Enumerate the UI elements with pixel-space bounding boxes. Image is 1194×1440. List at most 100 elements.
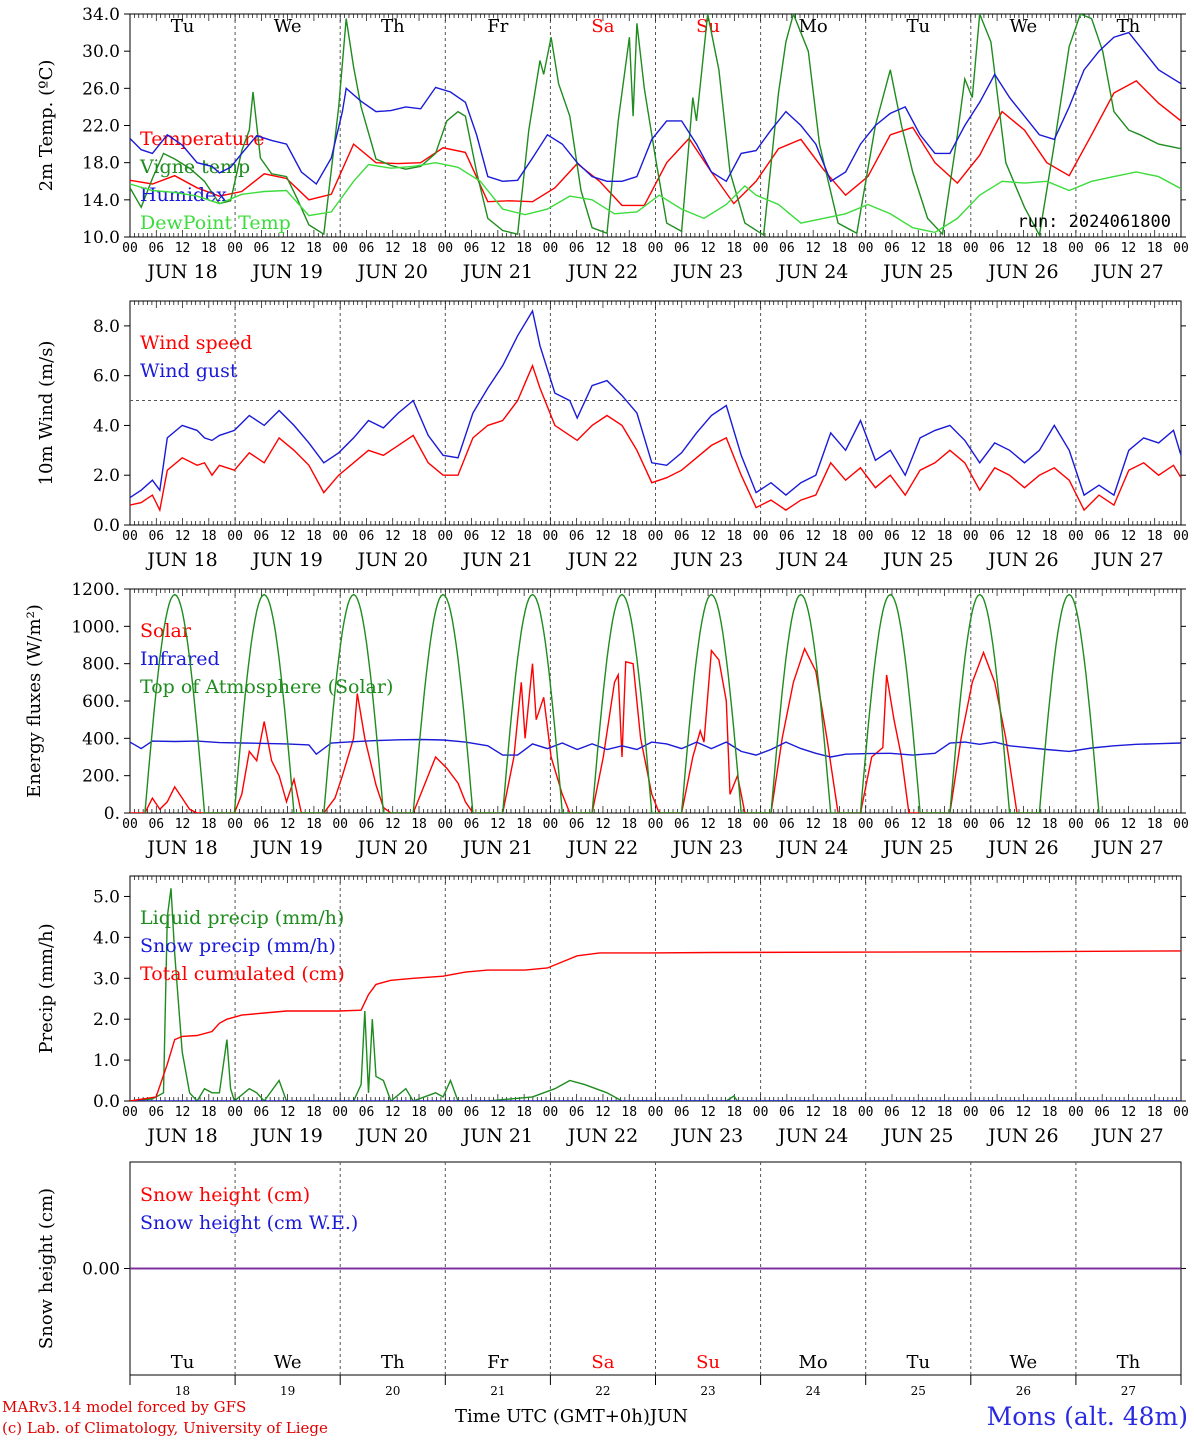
x-hour-label: 06	[148, 241, 164, 256]
x-hour-label: 00	[753, 241, 769, 256]
x-hour-label: 18	[621, 241, 637, 256]
y-tick-label: 26.0	[82, 79, 120, 99]
y-tick-label: 0.	[104, 804, 120, 824]
x-hour-label: 12	[910, 817, 926, 832]
x-hour-label: 00	[543, 241, 559, 256]
x-day-label: JUN 23	[671, 837, 743, 859]
x-hour-label: 12	[1016, 241, 1032, 256]
x-hour-label: 18	[937, 529, 953, 544]
x-hour-label: 12	[1016, 529, 1032, 544]
x-hour-label: 00	[1068, 241, 1084, 256]
y-tick-label: 4.0	[93, 416, 120, 436]
x-hour-label: 06	[254, 529, 270, 544]
x-day-label: JUN 22	[566, 261, 638, 283]
x-hour-label: 12	[1121, 817, 1137, 832]
panel-5: 0.00 Tu 18 We 19 Th 20 Fr 21 Sa 22 Su 23 Mo 24 Tu 25 We 26…	[36, 1161, 1186, 1398]
x-day-label: JUN 20	[356, 837, 428, 859]
x-day-label: JUN 19	[250, 261, 322, 283]
x-hour-label: 00	[963, 241, 979, 256]
x-hour-label: 18	[1147, 817, 1163, 832]
x-hour-label: 00	[753, 817, 769, 832]
panel-3: 0. 200. 400. 600. 800. 1000. 1200. 00 06 12 18 00 06…	[24, 580, 1189, 859]
x-hour-label: 12	[805, 529, 821, 544]
x-hour-label: 18	[201, 1105, 217, 1120]
x-hour-label: 06	[359, 817, 375, 832]
x-hour-label: 18	[306, 1105, 322, 1120]
y-tick-label: 34.0	[82, 5, 120, 25]
x-hour-label: 12	[280, 817, 296, 832]
y-tick-label: 5.0	[93, 887, 120, 907]
x-hour-label: 18	[1042, 529, 1058, 544]
x-day-label: JUN 19	[250, 1125, 322, 1147]
x-hour-label: 06	[254, 241, 270, 256]
x-hour-label: 18	[621, 817, 637, 832]
x-day-label: JUN 27	[1091, 1125, 1163, 1147]
legend-entry: Top of Atmosphere (Solar)	[140, 676, 393, 698]
x-hour-label: 18	[306, 241, 322, 256]
weekday-label: Tu	[171, 1352, 195, 1373]
y-tick-label: 8.0	[93, 317, 120, 337]
day-number-label: 25	[911, 1384, 926, 1398]
legend-entry: Solar	[140, 620, 192, 642]
x-hour-label: 00	[332, 529, 348, 544]
x-hour-label: 00	[1173, 241, 1189, 256]
x-hour-label: 12	[490, 1105, 506, 1120]
x-hour-label: 12	[595, 241, 611, 256]
x-hour-label: 12	[595, 529, 611, 544]
x-hour-label: 06	[464, 817, 480, 832]
x-hour-label: 18	[621, 529, 637, 544]
day-number-label: 21	[490, 1384, 505, 1398]
x-hour-label: 12	[385, 817, 401, 832]
x-hour-label: 18	[516, 1105, 532, 1120]
x-hour-label: 00	[648, 1105, 664, 1120]
series-line-liquid-precip-mm-h-	[130, 888, 1181, 1101]
series-line-solar	[130, 646, 1040, 813]
x-hour-label: 18	[726, 241, 742, 256]
x-hour-label: 06	[464, 241, 480, 256]
x-hour-label: 06	[569, 529, 585, 544]
x-hour-label: 18	[306, 529, 322, 544]
x-hour-label: 06	[674, 1105, 690, 1120]
x-hour-label: 00	[543, 529, 559, 544]
x-hour-label: 06	[989, 1105, 1005, 1120]
weekday-label: Sa	[591, 1352, 614, 1373]
x-hour-label: 00	[543, 817, 559, 832]
day-number-label: 24	[806, 1384, 822, 1398]
x-hour-label: 00	[648, 529, 664, 544]
x-hour-label: 12	[385, 1105, 401, 1120]
x-hour-label: 00	[332, 241, 348, 256]
weekday-label: We	[274, 16, 302, 37]
x-hour-label: 12	[280, 529, 296, 544]
x-hour-label: 12	[595, 817, 611, 832]
x-hour-label: 18	[832, 529, 848, 544]
time-axis-label: Time UTC (GMT+0h)	[455, 1406, 650, 1427]
x-hour-label: 06	[674, 817, 690, 832]
y-tick-label: 400.	[82, 729, 120, 749]
y-tick-label: 14.0	[82, 191, 120, 211]
weekday-label: Fr	[487, 16, 508, 37]
x-hour-label: 06	[569, 1105, 585, 1120]
legend-entry: Vigne temp	[139, 156, 250, 178]
x-day-label: JUN 23	[671, 261, 743, 283]
x-hour-label: 06	[1094, 1105, 1110, 1120]
weekday-label: Th	[381, 16, 405, 37]
x-hour-label: 18	[1147, 241, 1163, 256]
legend-entry: Wind gust	[140, 360, 238, 382]
x-hour-label: 18	[411, 1105, 427, 1120]
series-line-temperature	[130, 80, 1181, 207]
weekday-label: Mo	[799, 1352, 828, 1373]
y-axis-title: 10m Wind (m/s)	[36, 341, 57, 486]
day-number-label: 20	[385, 1384, 400, 1398]
panel-4: 0.0 1.0 2.0 3.0 4.0 5.0 00 06 12 18 00 06 12 18 00 06 12…	[36, 875, 1189, 1147]
x-hour-label: 18	[411, 529, 427, 544]
x-hour-label: 00	[858, 817, 874, 832]
x-day-label: JUN 26	[986, 837, 1058, 859]
x-hour-label: 18	[516, 241, 532, 256]
x-hour-label: 18	[1042, 241, 1058, 256]
y-tick-label: 1000.	[71, 617, 120, 637]
x-day-label: JUN 20	[356, 549, 428, 571]
y-tick-label: 22.0	[82, 117, 120, 137]
legend-entry: Snow precip (mm/h)	[140, 935, 336, 957]
x-hour-label: 00	[437, 1105, 453, 1120]
